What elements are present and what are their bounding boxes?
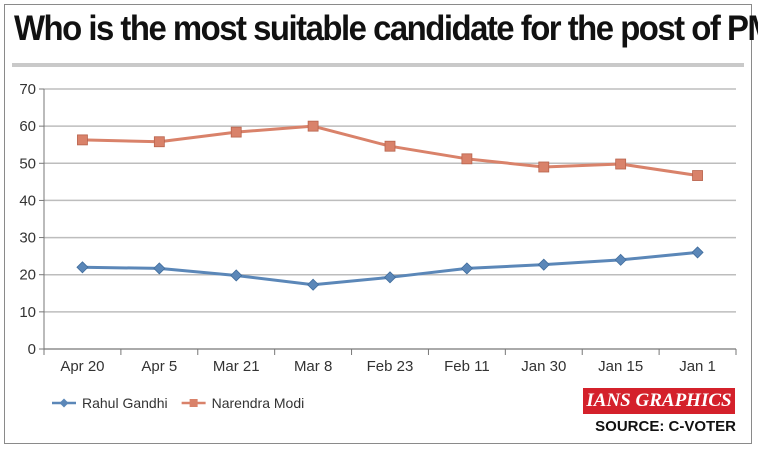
source-credit: SOURCE: C-VOTER (595, 418, 736, 435)
series-group (76, 120, 704, 291)
legend-marker-narendra-modi (189, 399, 198, 407)
chart-title: Who is the most suitable candidate for t… (14, 9, 758, 48)
rahul-gandhi-point (460, 262, 473, 275)
rahul-gandhi-point (691, 246, 704, 259)
rahul-gandhi-point (76, 261, 89, 274)
rahul-gandhi-point (230, 269, 243, 282)
chart-frame (4, 4, 752, 444)
y-tick-label: 50 (19, 155, 36, 172)
y-tick-label: 60 (19, 118, 36, 135)
narendra-modi-point (77, 134, 88, 146)
x-tick-label: Jan 30 (521, 358, 566, 375)
narendra-modi-point (307, 120, 319, 132)
narendra-modi-point (153, 136, 165, 148)
title-divider (12, 63, 744, 67)
y-tick-label: 70 (19, 81, 36, 98)
x-axis: Apr 20 Apr 5 Mar 21 Mar 8 Feb 23 Feb 11 Jan 30… (43, 348, 737, 375)
x-tick-label: Apr 5 (141, 358, 177, 375)
legend: Rahul Gandhi Narendra Modi (52, 395, 304, 411)
narendra-modi-point (461, 153, 473, 165)
y-tick-label: 20 (19, 267, 36, 284)
narendra-modi-point (538, 161, 550, 173)
x-tick-label: Jan 15 (598, 358, 643, 375)
y-axis: 0 10 20 30 40 50 60 70 (19, 81, 45, 358)
rahul-gandhi-point (614, 253, 627, 266)
x-tick-label: Mar 21 (213, 358, 260, 375)
y-tick-label: 40 (19, 192, 36, 209)
legend-label-narendra-modi: Narendra Modi (212, 395, 305, 411)
y-tick-label: 30 (19, 230, 36, 247)
x-tick-label: Apr 20 (60, 358, 104, 375)
y-tick-label: 0 (28, 341, 36, 358)
x-tick-label: Feb 23 (367, 358, 414, 375)
rahul-gandhi-point (537, 258, 550, 271)
rahul-gandhi-point (307, 278, 320, 291)
narendra-modi-point (692, 170, 703, 181)
x-tick-label: Feb 11 (444, 358, 490, 375)
ians-graphics-logo: IANS GRAPHICS (583, 388, 735, 414)
rahul-gandhi-point (383, 271, 397, 284)
y-tick-label: 10 (19, 304, 36, 321)
legend-marker-rahul-gandhi (59, 398, 69, 408)
narendra-modi-point (230, 126, 242, 138)
legend-label-rahul-gandhi: Rahul Gandhi (82, 395, 168, 411)
narendra-modi-point (615, 158, 627, 170)
narendra-modi-point (384, 140, 396, 152)
x-tick-label: Jan 1 (679, 358, 716, 375)
rahul-gandhi-point (153, 262, 166, 275)
x-tick-label: Mar 8 (294, 358, 332, 375)
